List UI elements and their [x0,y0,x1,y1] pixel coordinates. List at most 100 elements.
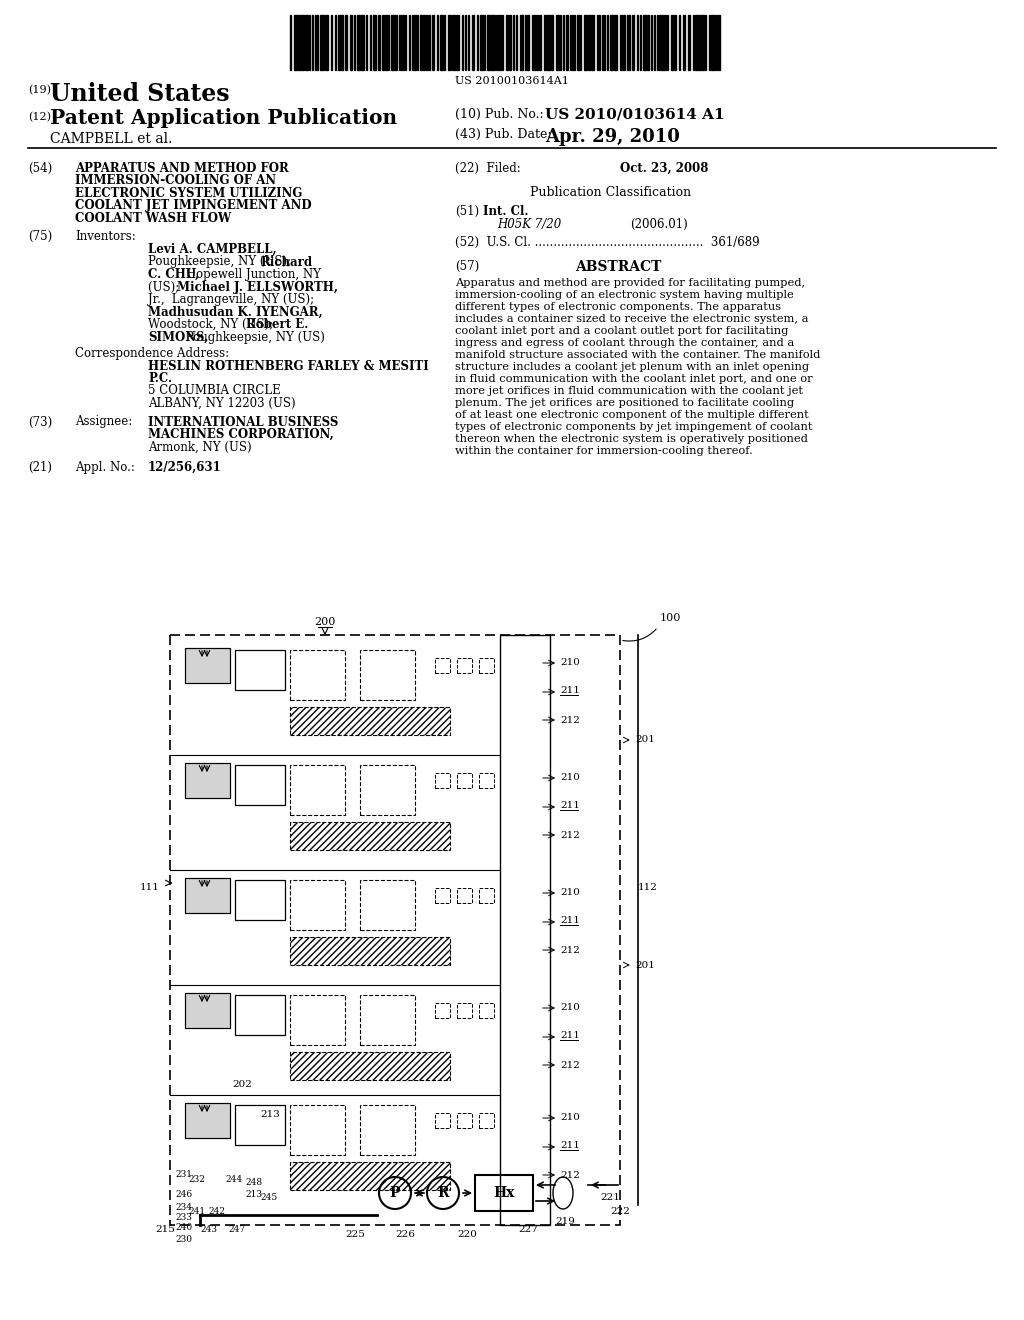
Bar [566,15,568,70]
Bar [338,15,340,70]
Text: immersion-cooling of an electronic system having multiple: immersion-cooling of an electronic syste… [455,290,794,300]
Bar [185,648,230,682]
Bar [360,995,415,1045]
Bar [506,15,508,70]
Text: Poughkeepsie, NY (US);: Poughkeepsie, NY (US); [148,256,295,268]
Bar [674,15,676,70]
Bar [185,993,230,1028]
Bar [547,15,550,70]
Bar [695,15,698,70]
Text: H05K 7/20: H05K 7/20 [497,218,561,231]
Text: 244: 244 [225,1175,242,1184]
Bar [662,15,663,70]
Bar [457,774,472,788]
Bar [435,1003,450,1018]
Bar [420,15,422,70]
Bar [414,15,416,70]
Text: 12/256,631: 12/256,631 [148,461,222,474]
Text: of at least one electronic component of the multiple different: of at least one electronic component of … [455,411,809,420]
Text: Patent Application Publication: Patent Application Publication [50,108,397,128]
Bar [432,15,434,70]
Text: 211: 211 [560,686,580,696]
Text: (54): (54) [28,162,52,176]
Text: 225: 225 [345,1230,365,1239]
Text: 201: 201 [635,735,655,744]
Text: 211: 211 [560,1140,580,1150]
Bar [185,763,230,799]
Bar [435,888,450,903]
Bar [298,15,300,70]
Bar [345,15,347,70]
Text: different types of electronic components. The apparatus: different types of electronic components… [455,302,781,312]
Text: US 20100103614A1: US 20100103614A1 [455,77,569,86]
Text: ELECTRONIC SYSTEM UTILIZING: ELECTRONIC SYSTEM UTILIZING [75,187,302,201]
Text: 241: 241 [188,1206,205,1216]
Text: Poughkeepsie, NY (US): Poughkeepsie, NY (US) [182,330,326,343]
Text: thereon when the electronic system is operatively positioned: thereon when the electronic system is op… [455,434,808,444]
Text: 210: 210 [560,657,580,667]
Text: P.C.: P.C. [148,372,172,385]
Bar [479,774,494,788]
Text: Woodstock, NY (US);: Woodstock, NY (US); [148,318,278,331]
Text: within the container for immersion-cooling thereof.: within the container for immersion-cooli… [455,446,753,455]
Bar [475,1175,534,1210]
Bar [577,15,579,70]
Text: coolant inlet port and a coolant outlet port for facilitating: coolant inlet port and a coolant outlet … [455,326,788,337]
Bar [480,15,483,70]
Bar [373,15,376,70]
Text: 210: 210 [560,888,580,898]
Text: ABSTRACT: ABSTRACT [575,260,662,275]
Bar [544,15,546,70]
Bar [539,15,541,70]
Text: 242: 242 [208,1206,225,1216]
Bar [428,15,430,70]
Bar [341,15,343,70]
Text: 240: 240 [175,1224,193,1232]
Bar [185,1104,230,1138]
Bar [360,766,415,814]
Bar [664,15,666,70]
Text: 100: 100 [660,612,681,623]
Text: Richard: Richard [261,256,312,268]
Bar [290,649,345,700]
Bar [711,15,714,70]
Text: 221: 221 [600,1193,620,1203]
Text: 222: 222 [610,1206,630,1216]
Text: ALBANY, NY 12203 (US): ALBANY, NY 12203 (US) [148,397,296,411]
Bar [290,1105,345,1155]
Bar [500,635,550,1225]
Text: 248: 248 [245,1177,262,1187]
Bar [457,1003,472,1018]
Bar [556,15,559,70]
Bar [361,15,364,70]
Bar [643,15,646,70]
Text: 210: 210 [560,1113,580,1122]
Bar [688,15,690,70]
Bar [440,15,443,70]
Bar [290,822,450,850]
Text: COOLANT JET IMPINGEMENT AND: COOLANT JET IMPINGEMENT AND [75,199,311,213]
Bar [647,15,649,70]
Text: 212: 212 [560,946,580,954]
Text: 211: 211 [560,801,580,810]
Text: United States: United States [50,82,229,106]
Text: P: P [390,1185,400,1200]
Bar [423,15,425,70]
Text: 210: 210 [560,1003,580,1012]
Bar [305,15,308,70]
Bar [185,1104,230,1138]
Text: 210: 210 [560,774,580,781]
Text: Apparatus and method are provided for facilitating pumped,: Apparatus and method are provided for fa… [455,279,805,288]
Bar [385,15,387,70]
Text: (19): (19) [28,84,51,95]
Text: Hx: Hx [494,1185,515,1200]
Bar [290,1162,450,1191]
Bar [234,1105,285,1144]
Text: 211: 211 [560,916,580,925]
Text: 247: 247 [228,1225,245,1234]
Bar [234,995,285,1035]
Text: includes a container sized to receive the electronic system, a: includes a container sized to receive th… [455,314,809,323]
Text: 202: 202 [232,1080,252,1089]
Bar [357,15,360,70]
Bar [391,15,394,70]
